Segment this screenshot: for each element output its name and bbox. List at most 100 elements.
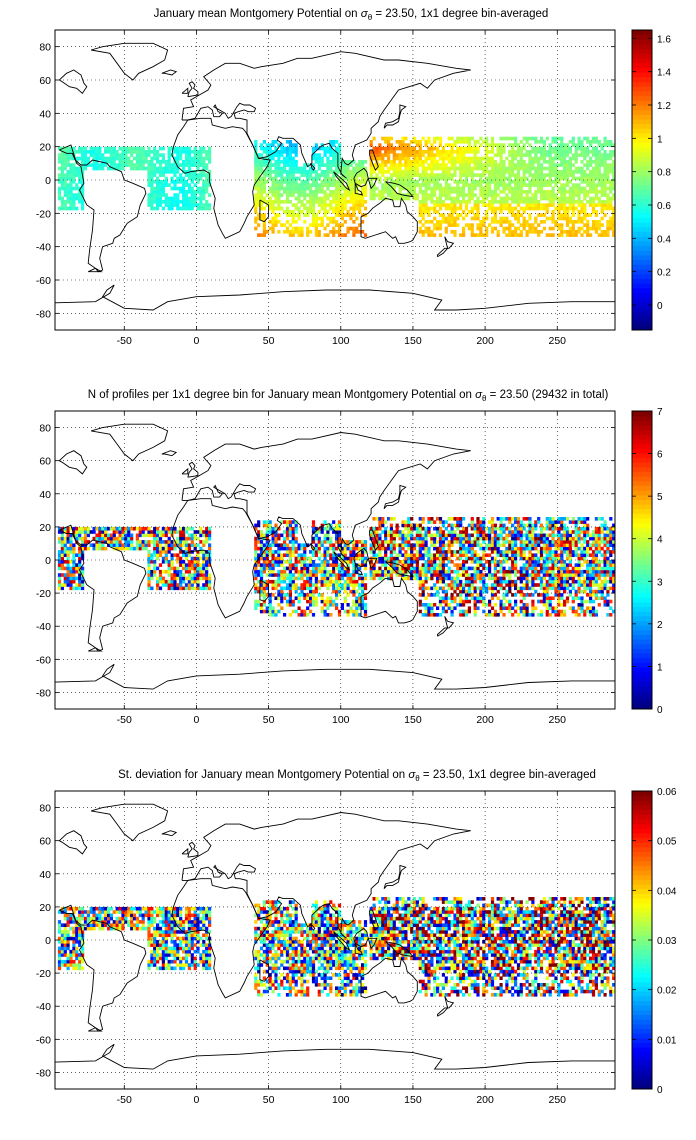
heatmap-cell [415,150,419,154]
heatmap-cell [363,170,368,174]
heatmap-cell [109,533,113,538]
heatmap-cell [343,599,347,604]
heatmap-cell [395,163,399,167]
heatmap-cell [309,166,313,171]
heatmap-cell [280,569,284,574]
heatmap-cell [600,180,604,184]
heatmap-cell [323,536,327,541]
heatmap-cell [153,196,157,201]
heatmap-cell [262,186,266,191]
heatmap-cell [187,163,191,167]
heatmap-cell [332,556,336,561]
heatmap-cell [176,186,180,191]
heatmap-cell [164,176,168,181]
heatmap-cell [78,543,82,548]
heatmap-cell [470,173,474,177]
heatmap-cell [534,206,538,211]
heatmap-cell [404,136,408,141]
heatmap-cell [288,230,292,234]
heatmap-cell [384,536,388,541]
heatmap-cell [78,156,82,161]
heatmap-cell [262,536,266,541]
heatmap-cell [199,196,203,201]
heatmap-cell [297,216,301,221]
heatmap-cell [326,550,330,554]
heatmap-cell [574,220,578,224]
heatmap-cell [63,183,67,187]
heatmap-cell [404,560,408,564]
heatmap-cell [404,163,408,167]
heatmap-cell [352,210,356,214]
heatmap-cell [144,160,148,164]
heatmap-cell [196,180,200,184]
heatmap-cell [167,569,171,574]
heatmap-cell [268,163,272,167]
heatmap-cell [118,163,122,167]
heatmap-cell [418,579,422,584]
heatmap-cell [438,553,443,558]
heatmap-cell [438,156,443,161]
heatmap-cell [277,206,281,211]
heatmap-cell [280,186,284,191]
heatmap-cell [173,193,177,197]
heatmap-cell [280,573,284,577]
heatmap-cell [436,210,440,214]
heatmap-cell [560,203,564,207]
heatmap-cell [436,540,440,544]
heatmap-cell [323,210,327,214]
heatmap-cell [144,166,148,171]
heatmap-cell [294,569,298,574]
heatmap-cell [156,203,160,207]
heatmap-cell [190,556,194,561]
heatmap-cell [337,233,342,237]
heatmap-cell [392,190,396,194]
heatmap-cell [317,566,321,571]
heatmap-cell [72,526,76,531]
heatmap-cell [271,609,275,614]
heatmap-cell [262,596,266,601]
heatmap-cell [361,583,365,587]
heatmap-cell [430,146,434,151]
heatmap-cell [346,566,350,571]
heatmap-cell [467,226,471,231]
heatmap-cell [404,563,408,567]
heatmap-cell [467,163,471,167]
heatmap-cell [444,536,448,541]
heatmap-cell [606,220,610,224]
heatmap-cell [548,200,552,204]
heatmap-cell [427,556,431,561]
heatmap-cell [268,186,272,191]
heatmap-cell [352,196,356,201]
heatmap-cell [118,536,122,541]
heatmap-cell [482,223,486,227]
heatmap-cell [433,566,437,571]
heatmap-cell [262,583,266,587]
heatmap-cell [329,523,333,528]
heatmap-cell [499,203,503,207]
heatmap-cell [66,190,70,194]
heatmap-cell [326,193,330,197]
heatmap-cell [57,176,62,181]
heatmap-cell [309,579,313,584]
heatmap-cell [580,190,584,194]
heatmap-cell [81,526,85,531]
heatmap-cell [288,200,292,204]
heatmap-cell [525,170,529,174]
heatmap-cell [320,540,324,544]
heatmap-cell [83,160,88,164]
heatmap-cell [300,200,304,204]
heatmap-cell [384,183,388,187]
heatmap-cell [404,146,408,151]
heatmap-cell [473,200,477,204]
heatmap-cell [337,193,342,197]
heatmap-cell [190,566,194,571]
heatmap-cell [424,230,428,234]
heatmap-cell [124,546,128,551]
colorbar-segment [632,39,652,45]
heatmap-cell [60,583,64,587]
heatmap-cell [326,586,330,591]
heatmap-cell [314,196,318,201]
heatmap-cell [453,233,457,237]
y-tick-label: 80 [39,42,51,54]
heatmap-cell [522,196,526,201]
